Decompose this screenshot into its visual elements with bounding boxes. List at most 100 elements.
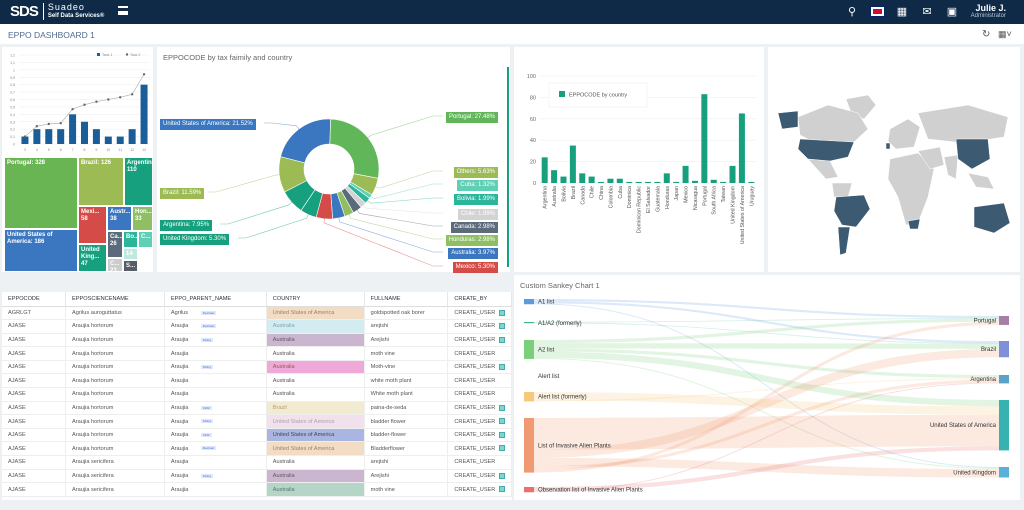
table-cell-sci: Araujia sericifera [65,469,165,484]
treemap-cell[interactable]: Hon... 33 [132,206,153,231]
column-header[interactable]: COUNTRY [266,292,365,307]
treemap-chart: Portugal: 328 United States of America: 1… [4,157,153,272]
table-cell-country: Australia [266,360,365,375]
suadeo-logo[interactable]: SDS Suadeo Self Data Services® [10,3,104,20]
mail-icon[interactable]: ✉ [922,6,932,18]
table-row[interactable]: AJASE Araujia hortorum Araujia Australia mot… [2,346,512,361]
sankey-source-node [524,299,534,305]
leader-line [238,212,310,239]
table-row[interactable]: AJASE Araujia sericifera Araujia String Aust… [2,469,512,484]
treemap-cell[interactable]: Austr... 38 [107,206,132,231]
grid-layout-icon[interactable]: ▦˅ [998,29,1012,39]
row-checkbox[interactable] [499,323,505,330]
row-checkbox[interactable] [499,336,505,343]
column-header[interactable]: EPPO_PARENT_NAME [164,292,267,307]
table-row[interactable]: AJASE Araujia sericifera Araujia Australia m… [2,482,512,497]
donut-data-label: United Kingdom: 5.30% [160,234,230,245]
panel-scrollbar[interactable] [507,67,509,267]
calendar-icon[interactable]: ▣ [946,6,958,18]
table-cell-sci: Araujia hortorum [65,387,165,402]
sankey-panel: Custom Sankey Chart 1 A1 list A1/A2 (form… [514,275,1020,500]
table-row[interactable]: AJASE Araujia hortorum Araujia Int32 United … [2,428,512,443]
bar-mark [635,181,642,183]
table-row[interactable]: AJASE Araujia hortorum Araujia String United… [2,414,512,429]
hamburger-menu-icon[interactable] [118,6,128,15]
x-tick-label: Dominican Republic [637,186,643,233]
treemap-cell[interactable]: United States of America: 186 [4,229,78,272]
treemap-cell[interactable]: Brazil: 126 [78,157,124,206]
column-header[interactable]: EPPOCODE [2,292,67,307]
row-checkbox[interactable] [499,445,505,452]
leader-line [208,174,282,193]
user-menu[interactable]: Julie J. Administrator [971,3,1006,19]
cell-text: Australia [272,364,295,371]
table-cell-by: CREATE_USER [447,428,512,443]
x-tick-label: Nicaragua [693,186,699,210]
treemap-cell[interactable]: C... [138,231,153,248]
y-tick-label: 80 [530,95,536,101]
treemap-cell[interactable]: S... [123,260,138,272]
treemap-cell[interactable]: Portugal: 328 [4,157,78,229]
row-checkbox[interactable] [499,431,505,438]
y-tick-label: 0,5 [10,105,15,109]
treemap-cell[interactable]: Bo... [123,231,138,248]
table-row[interactable]: AJASE Araujia hortorum Araujia Decimal Unite… [2,441,512,457]
treemap-label: 14 [126,251,133,257]
treemap-cell[interactable]: United King... 47 [78,244,107,272]
sankey-source-label: A1 list [538,300,555,306]
bar-mark [140,84,148,144]
search-icon[interactable]: ⚲ [847,6,857,18]
column-header[interactable]: FULLNAME [364,292,449,307]
row-checkbox[interactable] [499,404,505,411]
line-point [142,73,146,76]
sankey-source-label: Alert list (formerly) [538,395,587,401]
uk-flag-icon[interactable] [870,6,885,17]
table-cell-code: AJASE [2,428,67,443]
table-row[interactable]: AJASE Araujia hortorum Araujia Int32 Brazil p… [2,401,512,416]
table-row[interactable]: AJASE Araujia hortorum Araujia String Austra… [2,360,512,375]
table-cell-country: Australia [266,387,365,402]
row-checkbox[interactable] [499,486,505,493]
table-row[interactable]: AGRLGT Agrilus auroguttatus Agrilus Decimal… [2,306,512,321]
table-row[interactable]: AJASE Araujia hortorum Araujia String Austra… [2,333,512,348]
bar-mark [691,180,698,183]
bar-mark [116,136,124,144]
apps-grid-icon[interactable]: ▦ [896,6,908,18]
cell-text: Araujia [170,486,189,493]
cell-text: Araujia hortorum [72,404,114,411]
refresh-icon[interactable]: ↻ [982,29,991,40]
x-tick-label: Canada [580,186,586,205]
row-checkbox[interactable] [499,418,505,425]
cell-text: Araujia [170,404,189,411]
table-row[interactable]: AJASE Araujia hortorum Araujia Australia whi… [2,373,512,389]
sankey-target-node [999,341,1009,358]
table-cell-full: arejishi [364,455,449,470]
table-row[interactable]: AJASE Araujia hortorum Araujia Australia Whi… [2,387,512,402]
row-checkbox[interactable] [499,472,505,479]
treemap-cell[interactable]: Ca... 26 [107,231,123,258]
treemap-cell[interactable]: Argentina: 110 [124,157,153,206]
x-tick-label: Australia [552,186,558,207]
cell-text: Australia [272,459,295,466]
world-map-panel [768,47,1020,272]
cell-text: AJASE [8,418,26,425]
sankey-link [533,378,1000,402]
treemap-cell[interactable]: C... 23 [107,258,123,272]
table-cell-sci: Agrilus auroguttatus [65,306,165,321]
treemap-label: United King... 47 [81,247,100,267]
table-row[interactable]: AJASE Araujia hortorum Araujia Decimal Austr… [2,319,512,334]
table-row[interactable]: AJASE Araujia sericifera Araujia Australia a… [2,455,512,470]
row-checkbox[interactable] [499,363,505,370]
column-header[interactable]: EPPOSCIENCENAME [65,292,165,307]
treemap-cell[interactable]: Mexi... 58 [78,206,107,244]
table-cell-full: Arejishi [364,333,449,348]
cell-text: Araujia [170,418,189,425]
x-tick-label: China [599,186,605,200]
row-checkbox[interactable] [499,309,505,316]
type-badge: String [200,337,213,342]
treemap-cell[interactable]: 14 [123,248,138,260]
y-tick-label: 1 [13,68,15,72]
sankey-target-label: United States of America [930,423,997,429]
column-header[interactable]: CREATE_BY [447,292,512,307]
cell-text: Australia [272,336,295,343]
